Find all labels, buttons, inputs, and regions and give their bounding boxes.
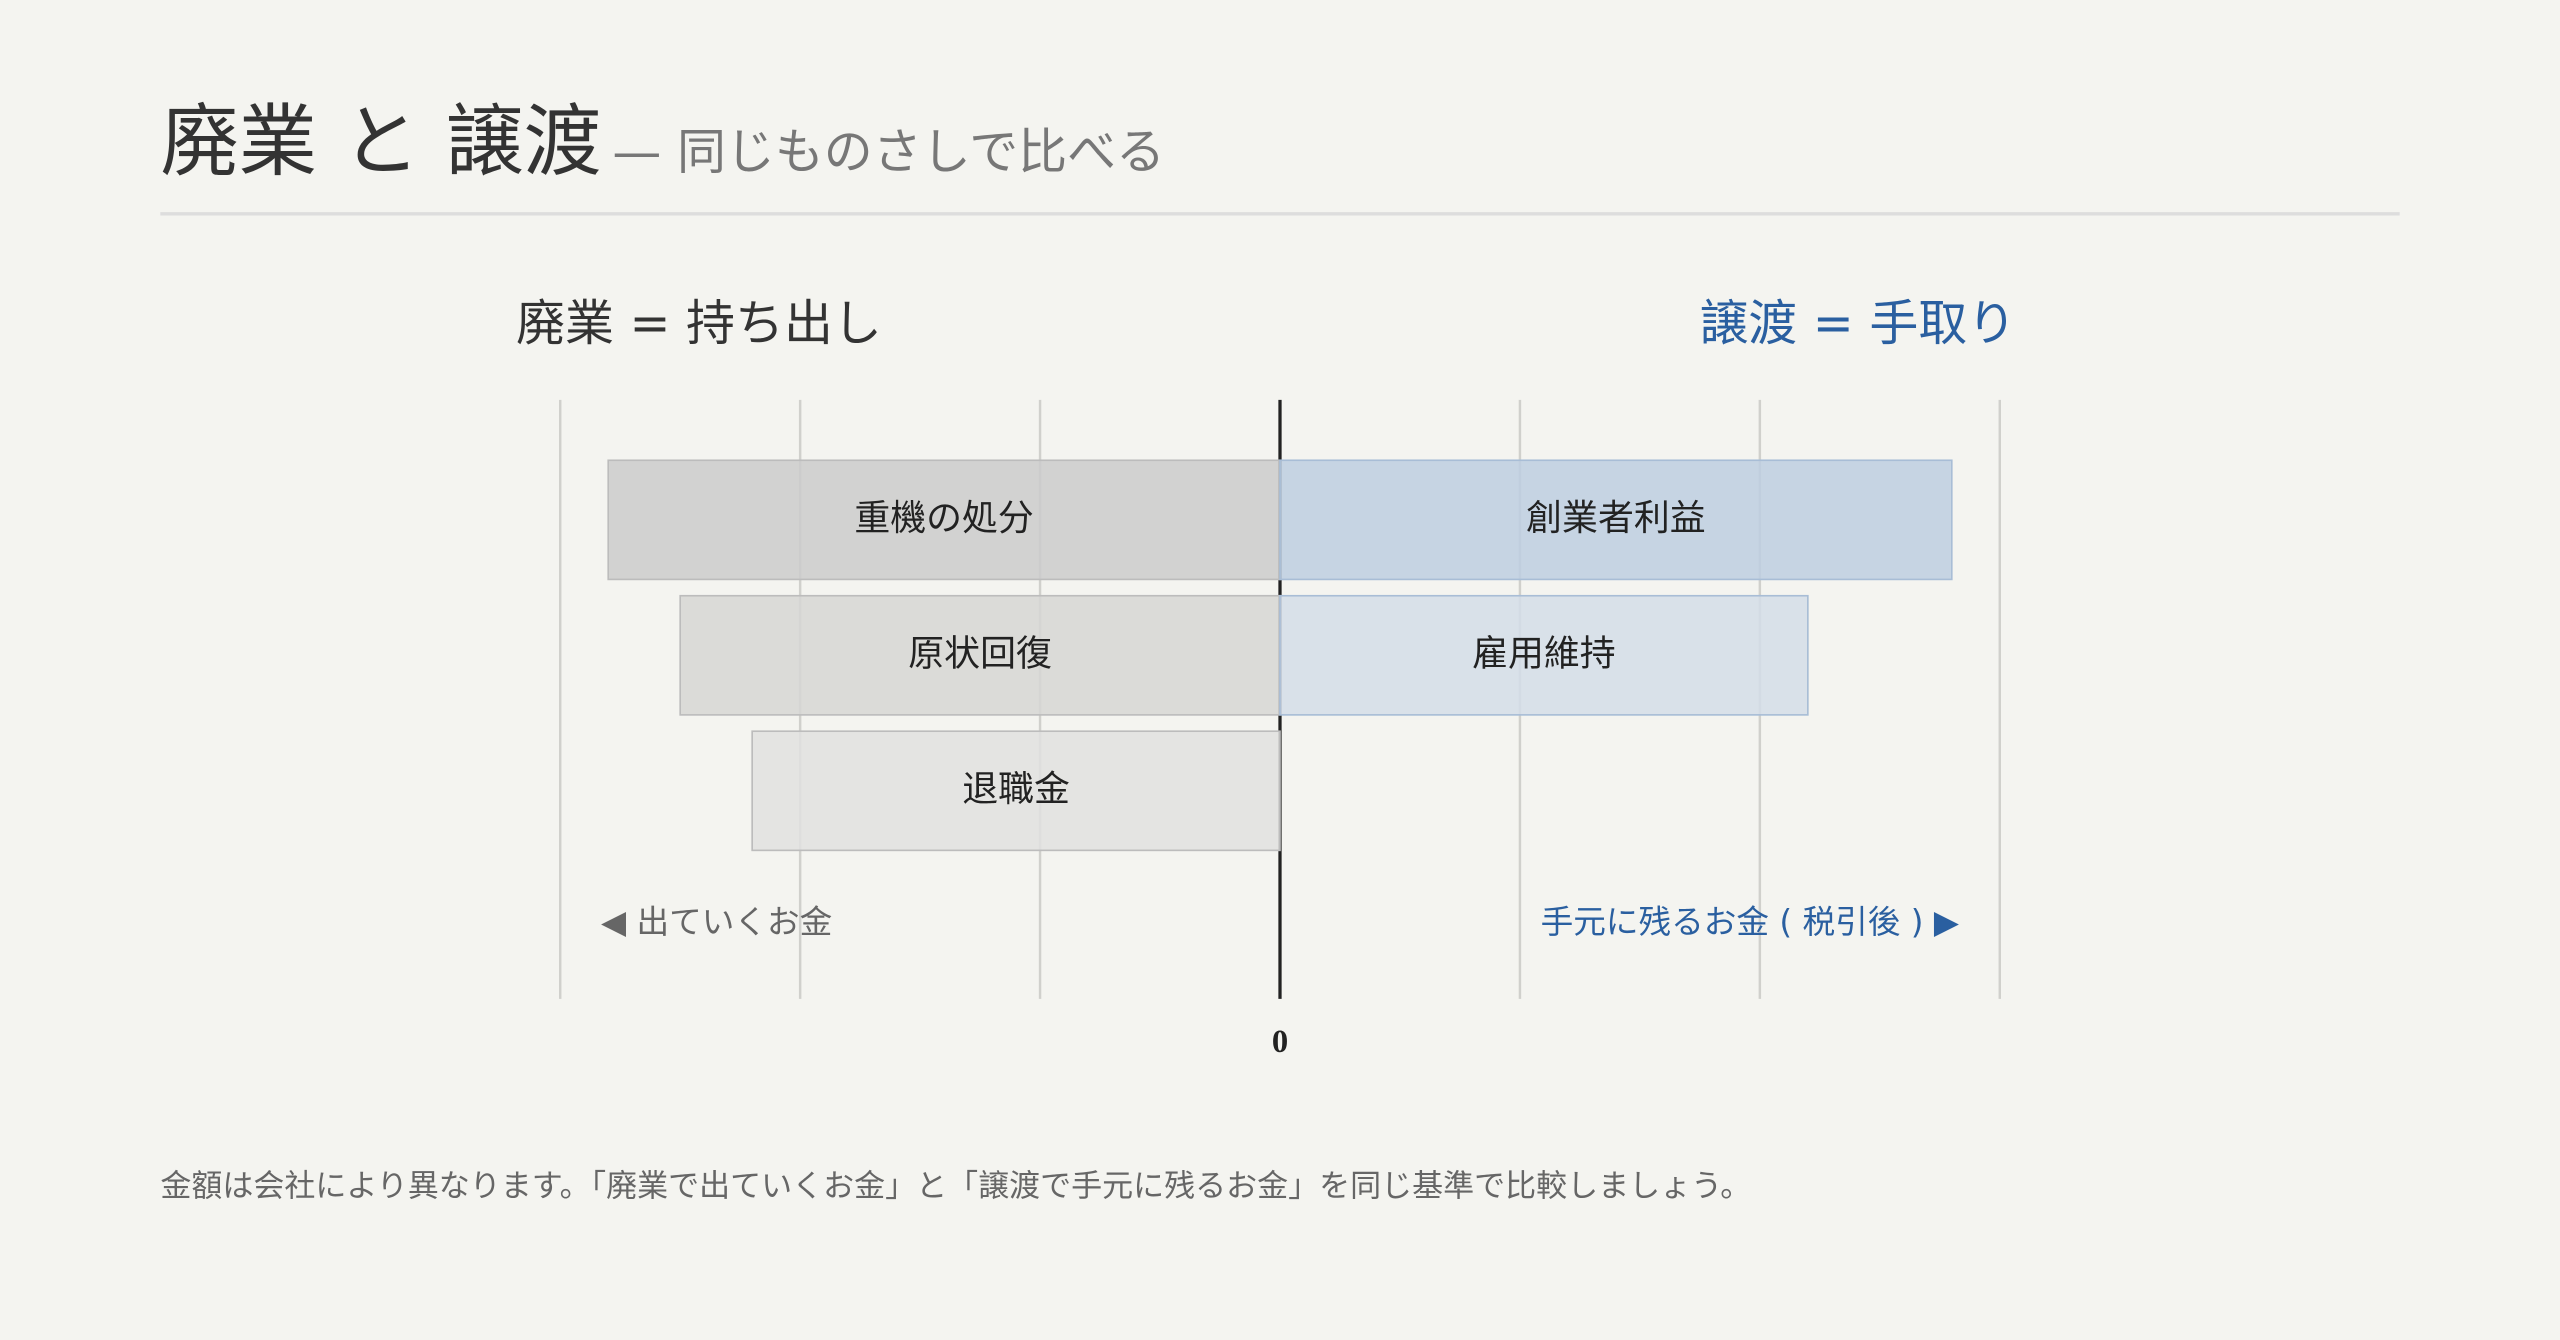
footnote: 金額は会社により異なります。「廃業で出ていくお金」と「譲渡で手元に残るお金」を同…: [160, 1169, 1751, 1205]
x-tick-label: 0: [1272, 1024, 1288, 1060]
series-heading: 廃業 = 持ち出し: [516, 295, 882, 352]
bar: [1279, 459, 1953, 581]
chart-title: 廃業 と 譲渡: [160, 96, 601, 187]
bar-label: 重機の処分: [854, 498, 1033, 539]
direction-label: ◀ 出ていくお金: [601, 903, 832, 941]
bar-label: 原状回復: [908, 633, 1052, 674]
bar-label: 雇用維持: [1472, 633, 1616, 674]
bar: [607, 459, 1281, 581]
bar-label: 創業者利益: [1526, 498, 1705, 539]
series-heading: 譲渡 = 手取り: [1699, 295, 2016, 352]
bar: [679, 594, 1281, 716]
bar-label: 退職金: [962, 769, 1070, 810]
chart-subtitle: — 同じものさしで比べる: [612, 124, 1165, 181]
direction-label: 手元に残るお金 ( 税引後 ) ▶: [1541, 903, 1959, 941]
bar: [1279, 594, 1809, 716]
bar: [751, 730, 1281, 852]
